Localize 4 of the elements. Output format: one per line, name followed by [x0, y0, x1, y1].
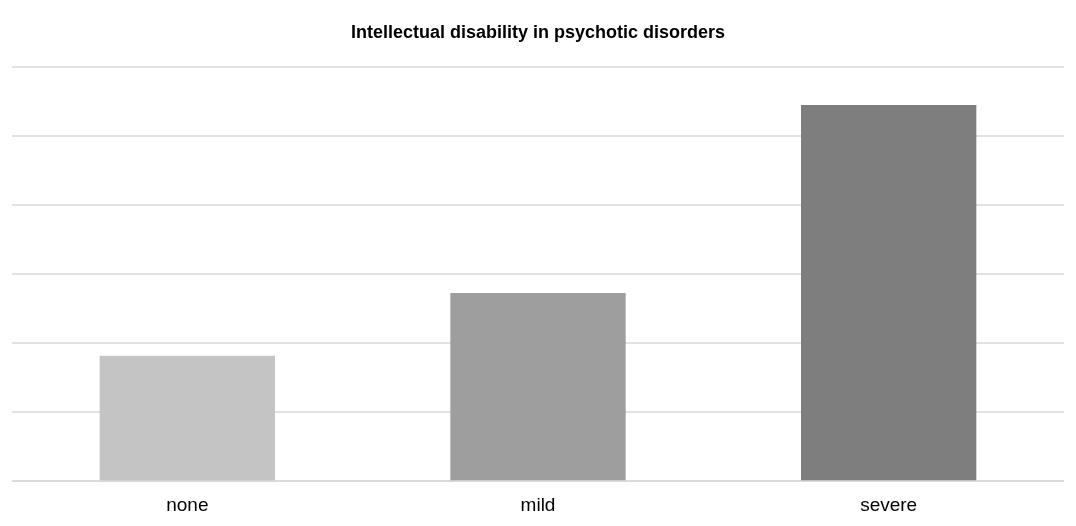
chart-title: Intellectual disability in psychotic disorders [350, 22, 726, 42]
x-tick-label: severe [860, 494, 918, 515]
x-tick-label: mild [520, 494, 556, 515]
x-tick-label: none [166, 494, 209, 515]
